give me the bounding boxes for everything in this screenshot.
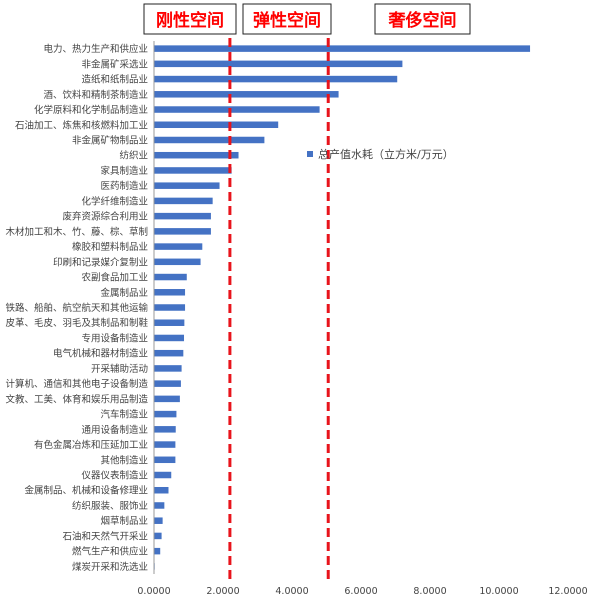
x-axis-ticks: 0.0000 2.0000 4.0000 6.0000 8.0000 10.0000 12.… [137,586,587,597]
category-label: 有色金属冶炼和压延加工业 [34,439,148,451]
category-label: 非金属矿物制品业 [72,134,148,146]
zone-box [242,3,332,35]
bar [154,197,213,205]
legend-label: 总产值水耗（立方米/万元） [318,147,454,161]
category-label: 仪器仪表制造业 [81,470,148,482]
bar [154,91,339,98]
bar [154,456,176,464]
category-label: 纺织业 [119,150,148,162]
category-label: 纺织服装、服饰业 [72,500,148,512]
category-label: 农副食品加工业 [81,272,148,284]
bar [154,258,201,266]
bar [154,486,169,494]
category-label: 烟草制品业 [100,515,148,527]
bar [154,212,211,220]
zone-box [143,3,237,35]
bar [154,349,184,357]
bar [154,517,163,524]
bar [154,106,320,113]
bar [154,365,182,372]
bar [154,395,180,403]
category-label: 石油加工、炼焦和核燃料加工业 [15,119,148,131]
bar [154,243,203,250]
category-label: 木材加工和木、竹、藤、棕、草制 [5,226,148,238]
category-label: 文教、工美、体育和娱乐用品制造 [5,393,148,405]
category-label: 铁路、船舶、航空航天和其他运输 [5,302,148,314]
category-label: 电力、热力生产和供应业 [43,43,148,55]
bars [154,45,531,570]
category-label: 皮革、毛皮、羽毛及其制品和制鞋 [5,317,148,329]
bar [154,60,403,68]
bar [154,228,211,235]
category-label: 电气机械和器材制造业 [53,348,148,360]
category-labels: 电力、热力生产和供应业非金属矿采选业造纸和纸制品业酒、饮料和精制茶制造业化学原料… [5,43,148,573]
legend: 总产值水耗（立方米/万元） [307,147,454,161]
bar [154,547,161,555]
zone-label: 奢侈空间 [388,10,457,31]
bar [154,273,187,281]
bar [154,334,185,342]
zone-label: 弹性空间 [253,10,321,31]
category-label: 金属制品业 [100,287,148,299]
category-label: 医药制造业 [100,180,148,192]
category-label: 计算机、通信和其他电子设备制造 [5,378,148,390]
bar [154,121,279,129]
bar [154,319,185,326]
bar [154,502,165,509]
bar [154,441,176,448]
category-label: 汽车制造业 [100,409,148,421]
category-label: 开采辅助活动 [91,363,148,375]
zone-box [374,3,471,35]
category-label: 家具制造业 [100,165,148,177]
x-tick-label: 2.0000 [206,586,239,597]
bar [154,182,220,189]
category-label: 酒、饮料和精制茶制造业 [43,89,148,101]
x-tick-label: 12.0000 [548,586,587,597]
category-label: 非金属矿采选业 [81,58,148,70]
bar [154,410,177,418]
category-label: 金属制品、机械和设备修理业 [24,485,148,497]
category-label: 废弃资源综合利用业 [62,211,148,223]
bar [154,532,162,540]
x-tick-label: 10.0000 [479,586,518,597]
bar [154,471,172,479]
legend-swatch [307,151,313,157]
bar [154,380,181,387]
category-label: 燃气生产和供应业 [72,546,148,558]
x-tick-label: 0.0000 [137,586,170,597]
bar [154,426,176,433]
bar [154,289,186,296]
bar [154,304,186,311]
threshold-lines [228,38,330,580]
x-tick-label: 4.0000 [275,586,308,597]
category-label: 橡胶和塑料制品业 [72,241,148,253]
category-label: 造纸和纸制品业 [81,74,148,86]
category-label: 化学纤维制造业 [81,195,148,207]
category-label: 煤炭开采和洗选业 [72,561,148,573]
x-tick-label: 8.0000 [413,586,446,597]
bar [154,151,239,159]
category-label: 石油和天然气开采业 [62,530,148,542]
bar [154,45,531,52]
category-label: 通用设备制造业 [81,424,148,436]
category-label: 专用设备制造业 [81,332,148,344]
bar [154,167,232,174]
bar [154,136,265,144]
category-label: 化学原料和化学制品制造业 [34,104,148,116]
category-label: 其他制造业 [100,454,148,466]
bar [154,75,398,83]
x-tick-label: 6.0000 [344,586,377,597]
category-label: 印刷和记录媒介复制业 [53,256,148,268]
zone-headers: 刚性空间 弹性空间 奢侈空间 [143,3,471,35]
zone-label: 刚性空间 [156,10,224,31]
